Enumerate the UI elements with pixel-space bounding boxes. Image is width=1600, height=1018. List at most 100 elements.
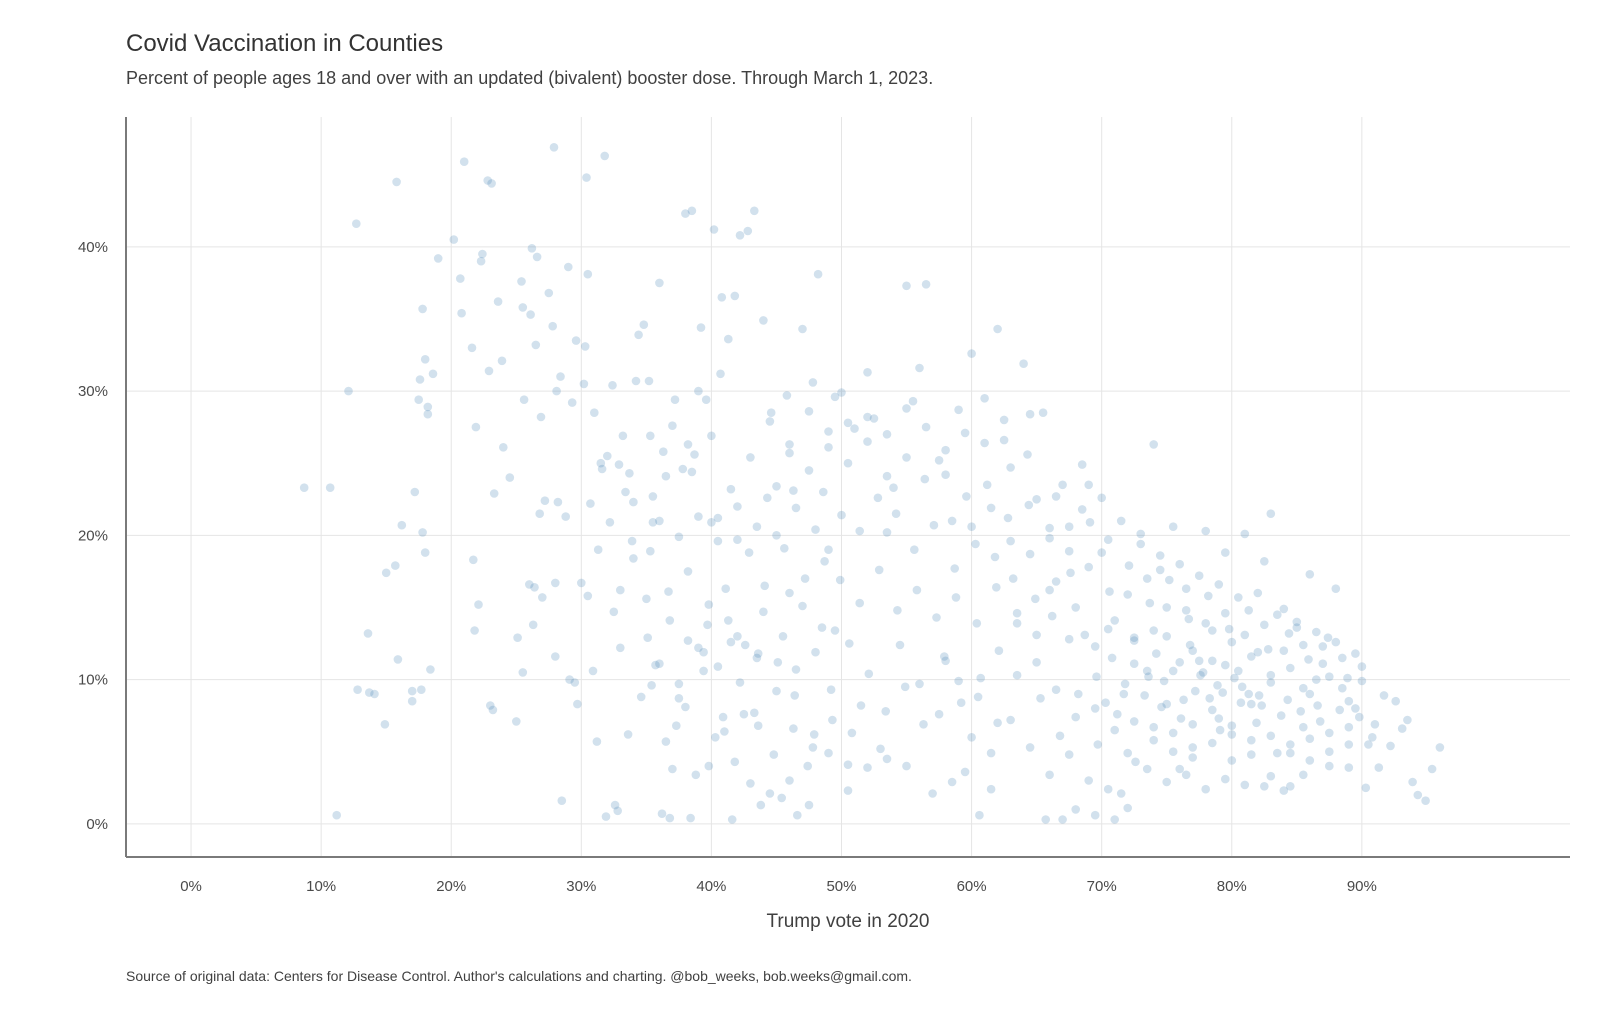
data-point bbox=[941, 656, 950, 666]
data-point bbox=[1188, 753, 1197, 762]
data-point bbox=[1344, 722, 1354, 732]
data-point bbox=[1208, 656, 1217, 666]
data-point bbox=[1058, 480, 1067, 490]
data-point bbox=[1103, 624, 1113, 634]
data-point bbox=[1305, 570, 1315, 579]
data-point bbox=[843, 786, 853, 795]
data-point bbox=[1403, 715, 1412, 725]
data-point bbox=[1292, 617, 1302, 627]
data-point bbox=[1413, 790, 1423, 800]
data-point bbox=[1325, 747, 1334, 756]
data-point bbox=[1357, 662, 1367, 671]
data-point bbox=[993, 324, 1002, 334]
data-point bbox=[785, 588, 794, 598]
data-point bbox=[790, 691, 799, 700]
data-point bbox=[727, 815, 737, 824]
data-point bbox=[614, 460, 624, 469]
data-point bbox=[299, 483, 309, 493]
data-point bbox=[863, 368, 872, 377]
data-point bbox=[951, 593, 961, 602]
data-point bbox=[967, 349, 976, 358]
data-point bbox=[681, 702, 690, 712]
data-point bbox=[1012, 608, 1022, 618]
data-point bbox=[420, 548, 430, 557]
data-point bbox=[1368, 733, 1377, 742]
data-point bbox=[855, 526, 864, 536]
data-point bbox=[1188, 743, 1197, 752]
data-point bbox=[694, 386, 703, 396]
data-point bbox=[1266, 678, 1276, 687]
data-point bbox=[750, 206, 759, 216]
data-point bbox=[1119, 689, 1129, 699]
data-point bbox=[1077, 460, 1087, 469]
data-point bbox=[1188, 720, 1197, 729]
data-point bbox=[696, 323, 706, 332]
data-point bbox=[793, 810, 802, 820]
data-point bbox=[571, 336, 581, 345]
data-point bbox=[661, 471, 671, 481]
data-point bbox=[947, 777, 957, 787]
data-point bbox=[1279, 604, 1289, 614]
data-point bbox=[655, 278, 664, 288]
data-point bbox=[683, 567, 693, 576]
data-point bbox=[828, 715, 837, 725]
data-point bbox=[986, 503, 996, 513]
data-point bbox=[1097, 548, 1106, 557]
data-point bbox=[837, 388, 846, 397]
data-point bbox=[882, 528, 892, 537]
data-point bbox=[525, 580, 534, 589]
data-point bbox=[1351, 649, 1360, 658]
data-point bbox=[570, 678, 580, 687]
data-point bbox=[1181, 584, 1191, 593]
data-point bbox=[826, 685, 836, 694]
data-point bbox=[900, 682, 910, 692]
data-point bbox=[782, 391, 792, 400]
data-point bbox=[847, 728, 857, 738]
data-point bbox=[1041, 815, 1050, 824]
data-point bbox=[410, 487, 420, 497]
data-point bbox=[1129, 633, 1139, 642]
data-point bbox=[986, 784, 996, 794]
data-point bbox=[1286, 782, 1295, 791]
data-point bbox=[830, 626, 840, 635]
data-point bbox=[528, 620, 538, 630]
data-point bbox=[1051, 492, 1061, 501]
data-point bbox=[766, 408, 776, 418]
data-point bbox=[380, 720, 390, 729]
data-point bbox=[1071, 603, 1080, 612]
data-point bbox=[1107, 653, 1117, 663]
data-point bbox=[1279, 646, 1289, 655]
data-point bbox=[1123, 590, 1132, 599]
data-point bbox=[1185, 640, 1195, 650]
data-point bbox=[690, 450, 699, 459]
data-point bbox=[717, 293, 727, 302]
data-point bbox=[1284, 629, 1294, 638]
data-point bbox=[735, 678, 745, 687]
data-point bbox=[457, 308, 466, 318]
data-points bbox=[299, 143, 1445, 824]
x-tick-label: 60% bbox=[957, 878, 987, 895]
data-point bbox=[808, 743, 818, 752]
data-point bbox=[601, 812, 611, 821]
data-point bbox=[809, 730, 819, 739]
data-point bbox=[1260, 557, 1269, 566]
data-point bbox=[800, 574, 810, 583]
data-point bbox=[651, 660, 660, 670]
data-point bbox=[1090, 704, 1100, 713]
data-point bbox=[962, 492, 971, 501]
data-point bbox=[657, 809, 667, 818]
data-point bbox=[1175, 559, 1184, 569]
data-point bbox=[548, 321, 557, 331]
data-point bbox=[344, 386, 353, 396]
data-point bbox=[817, 623, 827, 632]
data-point bbox=[1201, 619, 1210, 628]
data-point bbox=[824, 427, 833, 436]
data-point bbox=[765, 417, 775, 426]
data-point bbox=[863, 437, 872, 446]
data-point bbox=[1252, 718, 1261, 728]
data-point bbox=[694, 643, 703, 653]
data-point bbox=[1032, 630, 1041, 640]
data-point bbox=[593, 545, 603, 554]
data-point bbox=[1247, 750, 1256, 759]
data-point bbox=[726, 484, 736, 494]
